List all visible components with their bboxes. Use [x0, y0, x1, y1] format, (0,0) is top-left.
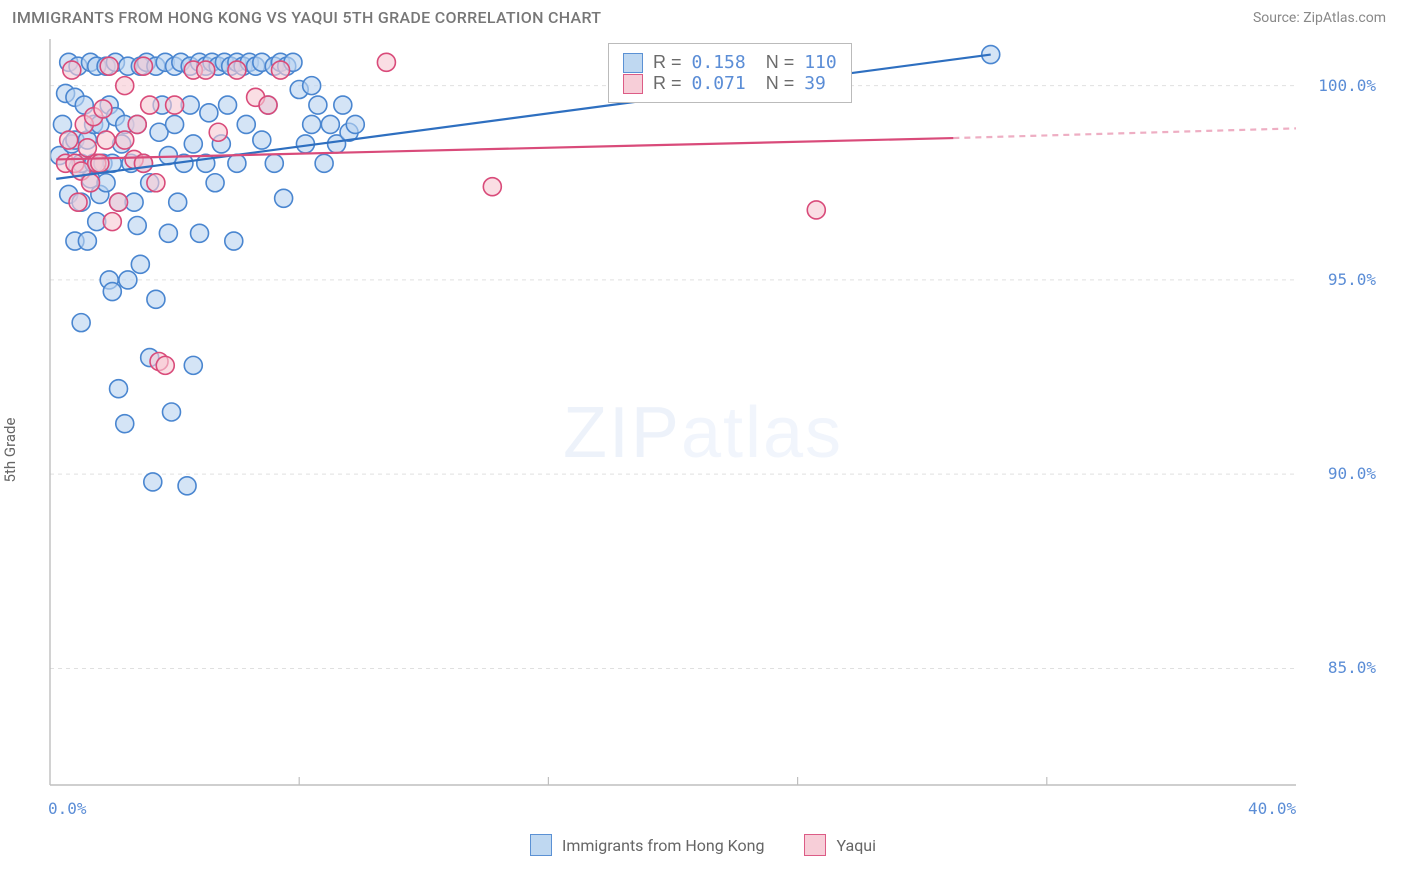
x-tick-label: 0.0%	[48, 799, 87, 818]
legend-swatch-yaqui	[623, 74, 643, 94]
chart-container: 5th Grade 85.0% 90.0% 95.0% 100.0% 0.0% 40.0…	[0, 35, 1406, 865]
stats-n-label-1: N =	[766, 52, 795, 73]
stats-r-label-2: R =	[653, 73, 682, 94]
bottom-swatch-hk	[530, 834, 552, 856]
chart-source: Source: ZipAtlas.com	[1253, 10, 1386, 26]
bottom-legend: Immigrants from Hong Kong Yaqui	[0, 825, 1406, 865]
stats-n-value-1: 110	[804, 52, 837, 73]
x-tick-label: 40.0%	[1248, 799, 1296, 818]
stats-n-label-2: N =	[766, 73, 795, 94]
y-tick-label: 85.0%	[1306, 658, 1376, 677]
y-axis-label: 5th Grade	[1, 418, 19, 483]
chart-header: IMMIGRANTS FROM HONG KONG VS YAQUI 5TH G…	[0, 0, 1406, 35]
bottom-legend-item-hk: Immigrants from Hong Kong	[530, 834, 764, 856]
y-tick-label: 95.0%	[1306, 270, 1376, 289]
y-tick-label: 90.0%	[1306, 464, 1376, 483]
source-link[interactable]: ZipAtlas.com	[1303, 10, 1386, 26]
legend-swatch-hk	[623, 53, 643, 73]
stats-r-value-2: 0.071	[692, 73, 746, 94]
stats-legend-row-2: R = 0.071 N = 39	[623, 73, 837, 94]
chart-title: IMMIGRANTS FROM HONG KONG VS YAQUI 5TH G…	[12, 8, 601, 27]
stats-r-label-1: R =	[653, 52, 682, 73]
bottom-legend-item-yaqui: Yaqui	[804, 834, 876, 856]
stats-legend-box: R = 0.158 N = 110 R = 0.071 N = 39	[608, 43, 852, 103]
scatter-plot-svg	[46, 35, 1386, 825]
stats-legend-row-1: R = 0.158 N = 110	[623, 52, 837, 73]
bottom-label-yaqui: Yaqui	[836, 836, 876, 855]
bottom-swatch-yaqui	[804, 834, 826, 856]
y-tick-label: 100.0%	[1306, 76, 1376, 95]
source-label: Source:	[1253, 10, 1300, 26]
bottom-label-hk: Immigrants from Hong Kong	[562, 836, 764, 855]
stats-r-value-1: 0.158	[692, 52, 746, 73]
stats-n-value-2: 39	[804, 73, 826, 94]
